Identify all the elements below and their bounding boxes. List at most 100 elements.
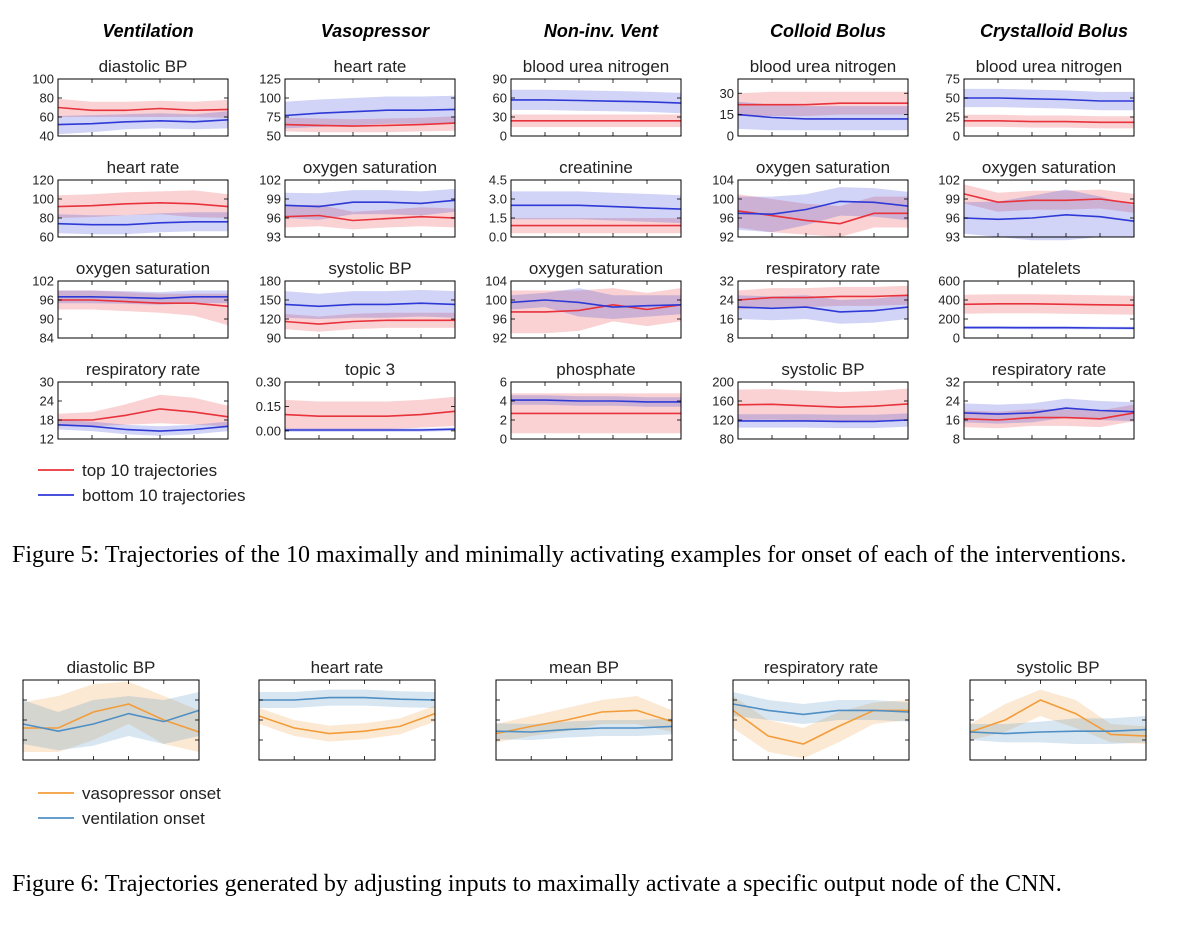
y-tick-label: 96 [267, 211, 281, 226]
chart-title: phosphate [556, 360, 635, 379]
y-tick-label: 99 [267, 192, 281, 207]
chart-panel-blood-urea-nitrogen: blood urea nitrogen 0 30 60 90 [493, 57, 682, 144]
line-top-10-trajectories [963, 302, 1135, 306]
y-tick-label: 93 [946, 230, 960, 245]
y-tick-label: 0.00 [256, 423, 281, 438]
y-tick-label: 120 [32, 173, 54, 188]
y-tick-label: 50 [267, 129, 281, 144]
chart-title: oxygen saturation [982, 158, 1116, 177]
y-tick-label: 2 [500, 413, 507, 428]
y-tick-label: 84 [40, 331, 54, 346]
band-ventilation-onset [23, 692, 199, 751]
band-top-10-trajectories [58, 98, 228, 118]
line-top-10-trajectories [738, 102, 908, 106]
plot-frame [510, 179, 682, 238]
chart-panel-heart-rate: heart rate [258, 658, 436, 761]
line-top-10-trajectories [57, 201, 229, 208]
line-top-10-trajectories [284, 319, 455, 325]
plot-frame [963, 381, 1135, 440]
y-tick-label: 80 [40, 211, 54, 226]
plot-frame [510, 381, 682, 440]
y-tick-label: 4.5 [489, 173, 507, 188]
chart-title: systolic BP [328, 259, 411, 278]
band-top-10-trajectories [58, 190, 228, 218]
plot-frame [963, 179, 1135, 238]
plot-frame [737, 381, 909, 440]
band-vasopressor-onset [259, 705, 435, 742]
chart-panel-oxygen-saturation: oxygen saturation 93 96 99 102 [259, 158, 456, 245]
line-bottom-10-trajectories [58, 295, 228, 300]
line-bottom-10-trajectories [511, 204, 682, 210]
band-bottom-10-trajectories [58, 420, 228, 436]
line-top-10-trajectories [284, 214, 456, 222]
line-ventilation-onset [259, 696, 436, 701]
plot-frame [284, 381, 456, 440]
line-bottom-10-trajectories [510, 299, 682, 308]
chart-panel-oxygen-saturation: oxygen saturation 92 96 100 104 [485, 259, 682, 346]
chart-title: respiratory rate [766, 259, 880, 278]
column-header-non-inv-vent: Non-inv. Vent [544, 21, 659, 41]
y-tick-label: 40 [40, 129, 54, 144]
y-tick-label: 32 [946, 375, 960, 390]
y-tick-label: 0 [953, 129, 960, 144]
chart-panel-phosphate: phosphate 0 2 4 6 [500, 360, 682, 447]
y-tick-label: 4 [500, 394, 507, 409]
chart-title: diastolic BP [67, 658, 156, 677]
y-tick-label: 104 [712, 173, 734, 188]
y-tick-label: 99 [946, 192, 960, 207]
band-vasopressor-onset [733, 696, 909, 759]
line-bottom-10-trajectories [964, 326, 1135, 329]
chart-title: heart rate [107, 158, 180, 177]
line-bottom-10-trajectories [511, 399, 681, 403]
chart-panel-systolic-bp: systolic BP 90 120 150 180 [259, 259, 456, 346]
y-tick-label: 15 [720, 107, 734, 122]
line-ventilation-onset [732, 703, 910, 716]
line-bottom-10-trajectories [57, 424, 229, 432]
line-bottom-10-trajectories [284, 108, 456, 117]
plot-frame [510, 78, 682, 137]
plot-frame [284, 280, 456, 339]
chart-title: diastolic BP [99, 57, 188, 76]
chart-title: blood urea nitrogen [523, 57, 670, 76]
chart-title: blood urea nitrogen [976, 57, 1123, 76]
plot-frame [57, 78, 229, 137]
chart-panel-respiratory-rate: respiratory rate 12 18 24 30 [40, 360, 229, 447]
y-tick-label: 160 [712, 394, 734, 409]
y-tick-label: 96 [493, 312, 507, 327]
y-tick-label: 60 [40, 110, 54, 125]
y-tick-label: 90 [493, 72, 507, 87]
chart-title: heart rate [311, 658, 384, 677]
y-tick-label: 0.30 [256, 375, 281, 390]
y-tick-label: 8 [727, 331, 734, 346]
y-tick-label: 120 [259, 312, 281, 327]
y-tick-label: 6 [500, 375, 507, 390]
chart-title: blood urea nitrogen [750, 57, 897, 76]
y-tick-label: 100 [712, 192, 734, 207]
y-tick-label: 1.5 [489, 211, 507, 226]
plot-frame [963, 78, 1135, 137]
legend-label-vasopressor-onset: vasopressor onset [82, 784, 221, 803]
y-tick-label: 32 [720, 274, 734, 289]
chart-panel-systolic-bp: systolic BP [969, 658, 1147, 761]
y-tick-label: 0.0 [489, 230, 507, 245]
line-vasopressor-onset [969, 699, 1147, 737]
band-bottom-10-trajectories [285, 95, 455, 129]
band-top-10-trajectories [738, 194, 908, 237]
plot-frame [737, 179, 909, 238]
chart-title: oxygen saturation [76, 259, 210, 278]
y-tick-label: 24 [720, 293, 734, 308]
band-ventilation-onset [733, 692, 909, 724]
y-tick-label: 90 [267, 331, 281, 346]
y-tick-label: 18 [40, 413, 54, 428]
y-tick-label: 24 [40, 394, 54, 409]
chart-panel-systolic-bp: systolic BP 80 120 160 200 [712, 360, 909, 447]
band-ventilation-onset [970, 716, 1146, 744]
y-tick-label: 50 [946, 91, 960, 106]
y-tick-label: 0 [500, 129, 507, 144]
y-tick-label: 104 [485, 274, 507, 289]
y-tick-label: 120 [712, 413, 734, 428]
y-tick-label: 93 [267, 230, 281, 245]
y-tick-label: 12 [40, 432, 54, 447]
y-tick-label: 16 [946, 413, 960, 428]
chart-title: oxygen saturation [529, 259, 663, 278]
